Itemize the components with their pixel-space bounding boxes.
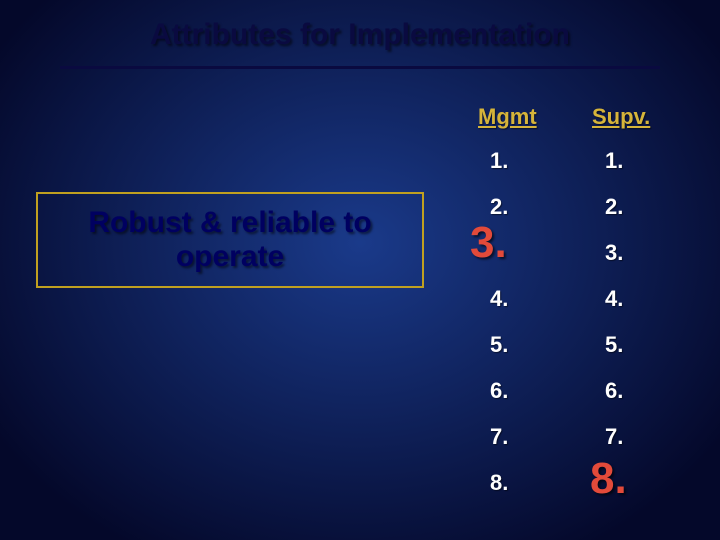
slide-title: Attributes for Implementation xyxy=(0,18,720,52)
supv-item: 4. xyxy=(605,286,623,312)
mgmt-item: 5. xyxy=(490,332,508,358)
supv-item: 1. xyxy=(605,148,623,174)
mgmt-item: 7. xyxy=(490,424,508,450)
mgmt-item: 1. xyxy=(490,148,508,174)
supv-header: Supv. xyxy=(592,104,650,130)
mgmt-item: 4. xyxy=(490,286,508,312)
mgmt-item: 2. xyxy=(490,194,508,220)
callout-box: Robust & reliable to operate xyxy=(36,192,424,288)
supv-item: 3. xyxy=(605,240,623,266)
supv-item: 2. xyxy=(605,194,623,220)
supv-item: 6. xyxy=(605,378,623,404)
title-underline xyxy=(60,66,660,69)
supv-item: 5. xyxy=(605,332,623,358)
supv-highlight: 8. xyxy=(590,454,627,504)
mgmt-item: 8. xyxy=(490,470,508,496)
mgmt-highlight: 3. xyxy=(470,218,507,268)
callout-text: Robust & reliable to operate xyxy=(38,206,422,275)
slide: Attributes for Implementation Robust & r… xyxy=(0,0,720,540)
mgmt-header: Mgmt xyxy=(478,104,537,130)
supv-item: 7. xyxy=(605,424,623,450)
mgmt-item: 6. xyxy=(490,378,508,404)
